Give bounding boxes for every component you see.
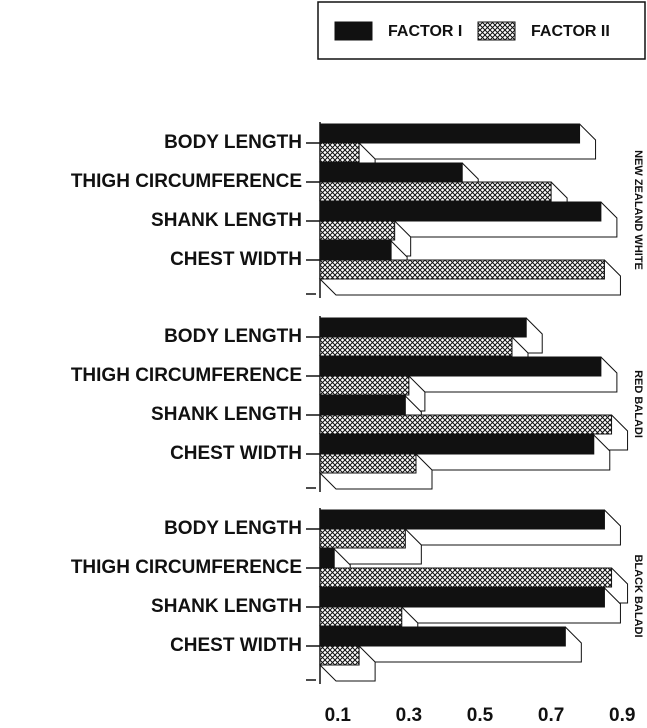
x-tick-label: 0.1 bbox=[325, 705, 352, 726]
bar bbox=[319, 259, 605, 280]
category-label: THIGH CIRCUMFERENCE bbox=[71, 365, 302, 386]
category-label: BODY LENGTH bbox=[164, 132, 302, 153]
bar bbox=[319, 567, 613, 588]
bar bbox=[319, 548, 335, 569]
category-label: BODY LENGTH bbox=[164, 518, 302, 539]
group-label: NEW ZEALAND WHITE bbox=[632, 150, 644, 270]
x-tick-label: 0.9 bbox=[609, 705, 635, 726]
bar bbox=[319, 162, 463, 183]
category-label: CHEST WIDTH bbox=[170, 443, 302, 464]
category-label: BODY LENGTH bbox=[164, 326, 302, 347]
bar bbox=[319, 123, 581, 144]
group-label: RED BALADI bbox=[632, 370, 644, 438]
bar bbox=[319, 587, 605, 608]
category-label: THIGH CIRCUMFERENCE bbox=[71, 171, 302, 192]
legend-label: FACTOR II bbox=[531, 23, 610, 40]
legend-label: FACTOR I bbox=[388, 23, 462, 40]
category-label: SHANK LENGTH bbox=[151, 596, 302, 617]
bar bbox=[319, 336, 513, 357]
bar bbox=[319, 317, 527, 338]
bar bbox=[319, 434, 595, 455]
bar bbox=[319, 356, 602, 377]
legend-swatch bbox=[477, 21, 516, 41]
bar bbox=[319, 414, 613, 435]
bar bbox=[319, 645, 360, 666]
bar bbox=[319, 375, 410, 396]
bar bbox=[319, 201, 602, 222]
x-tick-label: 0.7 bbox=[538, 705, 564, 726]
bar bbox=[319, 181, 552, 202]
bar bbox=[319, 453, 417, 474]
bar bbox=[319, 395, 406, 416]
category-label: CHEST WIDTH bbox=[170, 635, 302, 656]
category-label: THIGH CIRCUMFERENCE bbox=[71, 557, 302, 578]
category-label: CHEST WIDTH bbox=[170, 249, 302, 270]
legend-swatch bbox=[334, 21, 373, 41]
category-label: SHANK LENGTH bbox=[151, 404, 302, 425]
bar bbox=[319, 528, 406, 549]
x-tick-label: 0.3 bbox=[396, 705, 422, 726]
bar bbox=[319, 606, 403, 627]
category-label: SHANK LENGTH bbox=[151, 210, 302, 231]
bar bbox=[319, 509, 605, 530]
group-label: BLACK BALADI bbox=[632, 554, 644, 637]
bar bbox=[319, 142, 360, 163]
x-tick-label: 0.5 bbox=[467, 705, 494, 726]
bar bbox=[319, 220, 396, 241]
bar bbox=[319, 240, 392, 261]
bar bbox=[319, 626, 566, 647]
